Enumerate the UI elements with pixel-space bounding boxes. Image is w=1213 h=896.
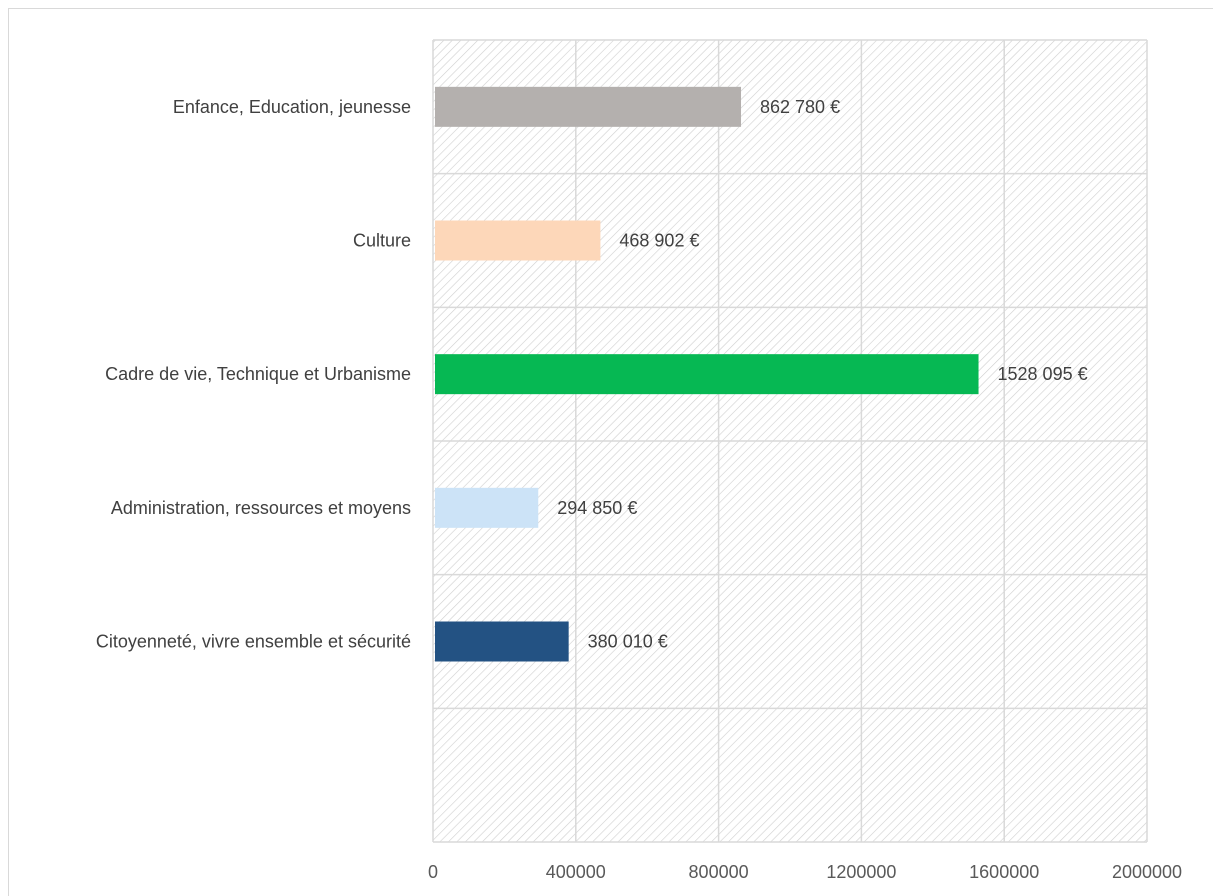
gridlines [432,39,1148,843]
bar [435,220,601,261]
data-labels: 862 780 € 468 902 € 1528 095 € 294 850 € 380… [557,97,1087,652]
category-label: Enfance, Education, jeunesse [173,97,411,117]
category-label: Culture [353,231,411,251]
x-tick-label: 2000000 [1112,862,1182,882]
data-label: 380 010 € [588,632,668,652]
data-label: 468 902 € [619,231,699,251]
data-label: 1528 095 € [998,364,1088,384]
x-tick-label: 800000 [689,862,749,882]
data-label: 294 850 € [557,498,637,518]
bar [435,354,979,395]
category-label: Citoyenneté, vivre ensemble et sécurité [96,632,411,652]
category-label: Administration, ressources et moyens [111,498,411,518]
chart-frame [8,8,1213,896]
bars [435,86,979,662]
bar [435,621,569,662]
x-tick-label: 400000 [546,862,606,882]
bar [435,86,742,127]
x-tick-label: 1200000 [826,862,896,882]
bar [435,487,539,528]
x-tick-label: 0 [428,862,438,882]
data-label: 862 780 € [760,97,840,117]
category-label: Cadre de vie, Technique et Urbanisme [105,364,411,384]
category-labels: Enfance, Education, jeunesse Culture Cadre… [96,97,411,652]
x-axis-tick-labels: 0 400000 800000 1200000 1600000 2000000 [428,862,1182,882]
x-tick-label: 1600000 [969,862,1039,882]
